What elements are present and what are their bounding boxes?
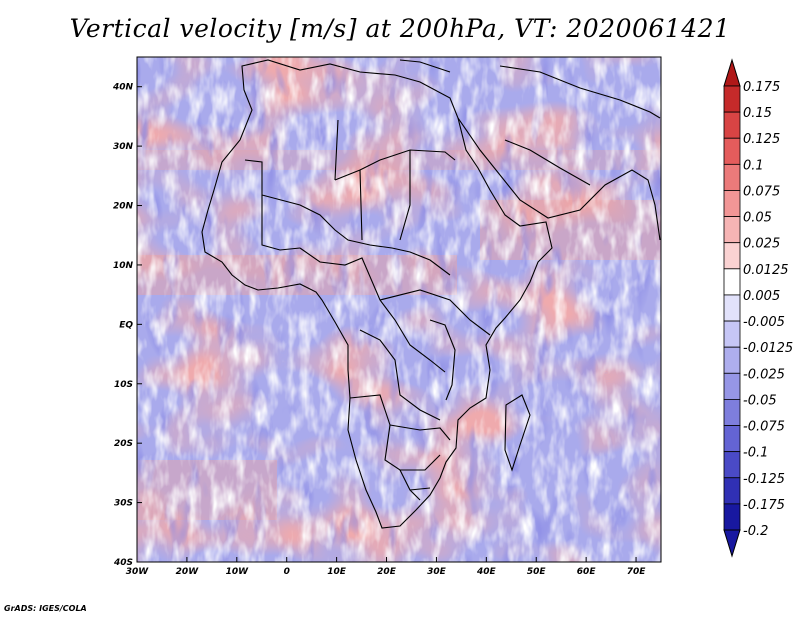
colorbar-label: 0.005 <box>743 289 780 304</box>
colorbar-label: 0.1 <box>743 158 764 173</box>
lon-tick-label: 30W <box>126 567 150 577</box>
colorbar-swatch <box>723 320 741 348</box>
credit-label: GrADS: IGES/COLA <box>4 604 87 613</box>
colorbar-label: 0.15 <box>743 106 772 121</box>
colorbar-label: 0.05 <box>743 211 772 226</box>
map-frame <box>136 56 662 563</box>
latitude-axis: 40N 30N 20N 10N EQ 10S 20S 30S 40S <box>112 83 142 568</box>
colorbar-swatch <box>723 425 741 453</box>
colorbar-swatch <box>723 294 741 322</box>
colorbar-label: -0.1 <box>743 446 768 461</box>
colorbar-swatch <box>723 85 741 113</box>
colorbar-label: 0.175 <box>743 80 780 95</box>
colorbar-label: 0.0125 <box>743 263 789 278</box>
colorbar-bottom-arrow <box>723 529 741 558</box>
colorbar-top-arrow <box>723 58 741 87</box>
colorbar-swatch <box>723 346 741 374</box>
colorbar-swatch <box>723 163 741 191</box>
map-title: Vertical velocity [m/s] at 200hPa, VT: 2… <box>69 14 731 43</box>
lat-tick-label: 20S <box>114 439 133 449</box>
lon-tick-label: 70E <box>627 567 647 577</box>
colorbar-swatch <box>723 216 741 244</box>
lat-tick-label: 10N <box>113 261 134 271</box>
lon-tick-label: 10W <box>226 567 250 577</box>
colorbar-swatch <box>723 503 741 531</box>
colorbar-swatch <box>723 477 741 505</box>
colorbar-swatch <box>723 190 741 217</box>
colorbar-label: 0.125 <box>743 132 780 147</box>
colorbar-swatch <box>723 268 741 296</box>
colorbar-label: -0.0125 <box>743 341 793 356</box>
colorbar-swatch <box>723 372 741 400</box>
lon-tick-label: 30E <box>427 567 447 577</box>
coastline <box>201 59 661 529</box>
colorbar-label: -0.025 <box>743 367 785 382</box>
colorbar: 0.175 0.15 0.125 0.1 0.075 0.05 0.025 0.0125 0.0… <box>723 58 793 558</box>
lat-tick-label: EQ <box>119 320 133 330</box>
colorbar-label: -0.2 <box>743 524 768 539</box>
lat-tick-label: 30S <box>114 499 133 509</box>
colorbar-swatch <box>723 242 741 270</box>
colorbar-label: 0.025 <box>743 237 780 252</box>
lon-tick-label: 10E <box>327 567 347 577</box>
lat-tick-label: 30N <box>113 142 134 152</box>
lat-tick-label: 20N <box>113 202 134 212</box>
colorbar-swatch <box>723 111 741 139</box>
lon-tick-label: 20W <box>176 567 200 577</box>
colorbar-swatch <box>723 451 741 479</box>
colorbar-label: -0.005 <box>743 315 785 330</box>
lon-tick-label: 20E <box>377 567 397 577</box>
lon-tick-label: 0 <box>284 567 290 577</box>
colorbar-label: 0.075 <box>743 184 780 199</box>
colorbar-label: -0.05 <box>743 393 777 408</box>
lat-tick-label: 40S <box>113 558 133 568</box>
colorbar-swatch <box>723 137 741 165</box>
velocity-field <box>137 57 661 562</box>
lon-tick-label: 50E <box>527 567 547 577</box>
colorbar-label: -0.175 <box>743 498 785 513</box>
lon-tick-label: 40E <box>476 567 497 577</box>
colorbar-swatch <box>723 399 741 426</box>
lat-tick-label: 10S <box>114 380 133 390</box>
lon-tick-label: 60E <box>577 567 597 577</box>
longitude-axis: 30W 20W 10W 0 10E 20E 30E 40E 50E 60E 70E <box>126 557 646 577</box>
lat-tick-label: 40N <box>112 83 134 93</box>
colorbar-label: -0.125 <box>743 472 785 487</box>
colorbar-label: -0.075 <box>743 420 785 435</box>
